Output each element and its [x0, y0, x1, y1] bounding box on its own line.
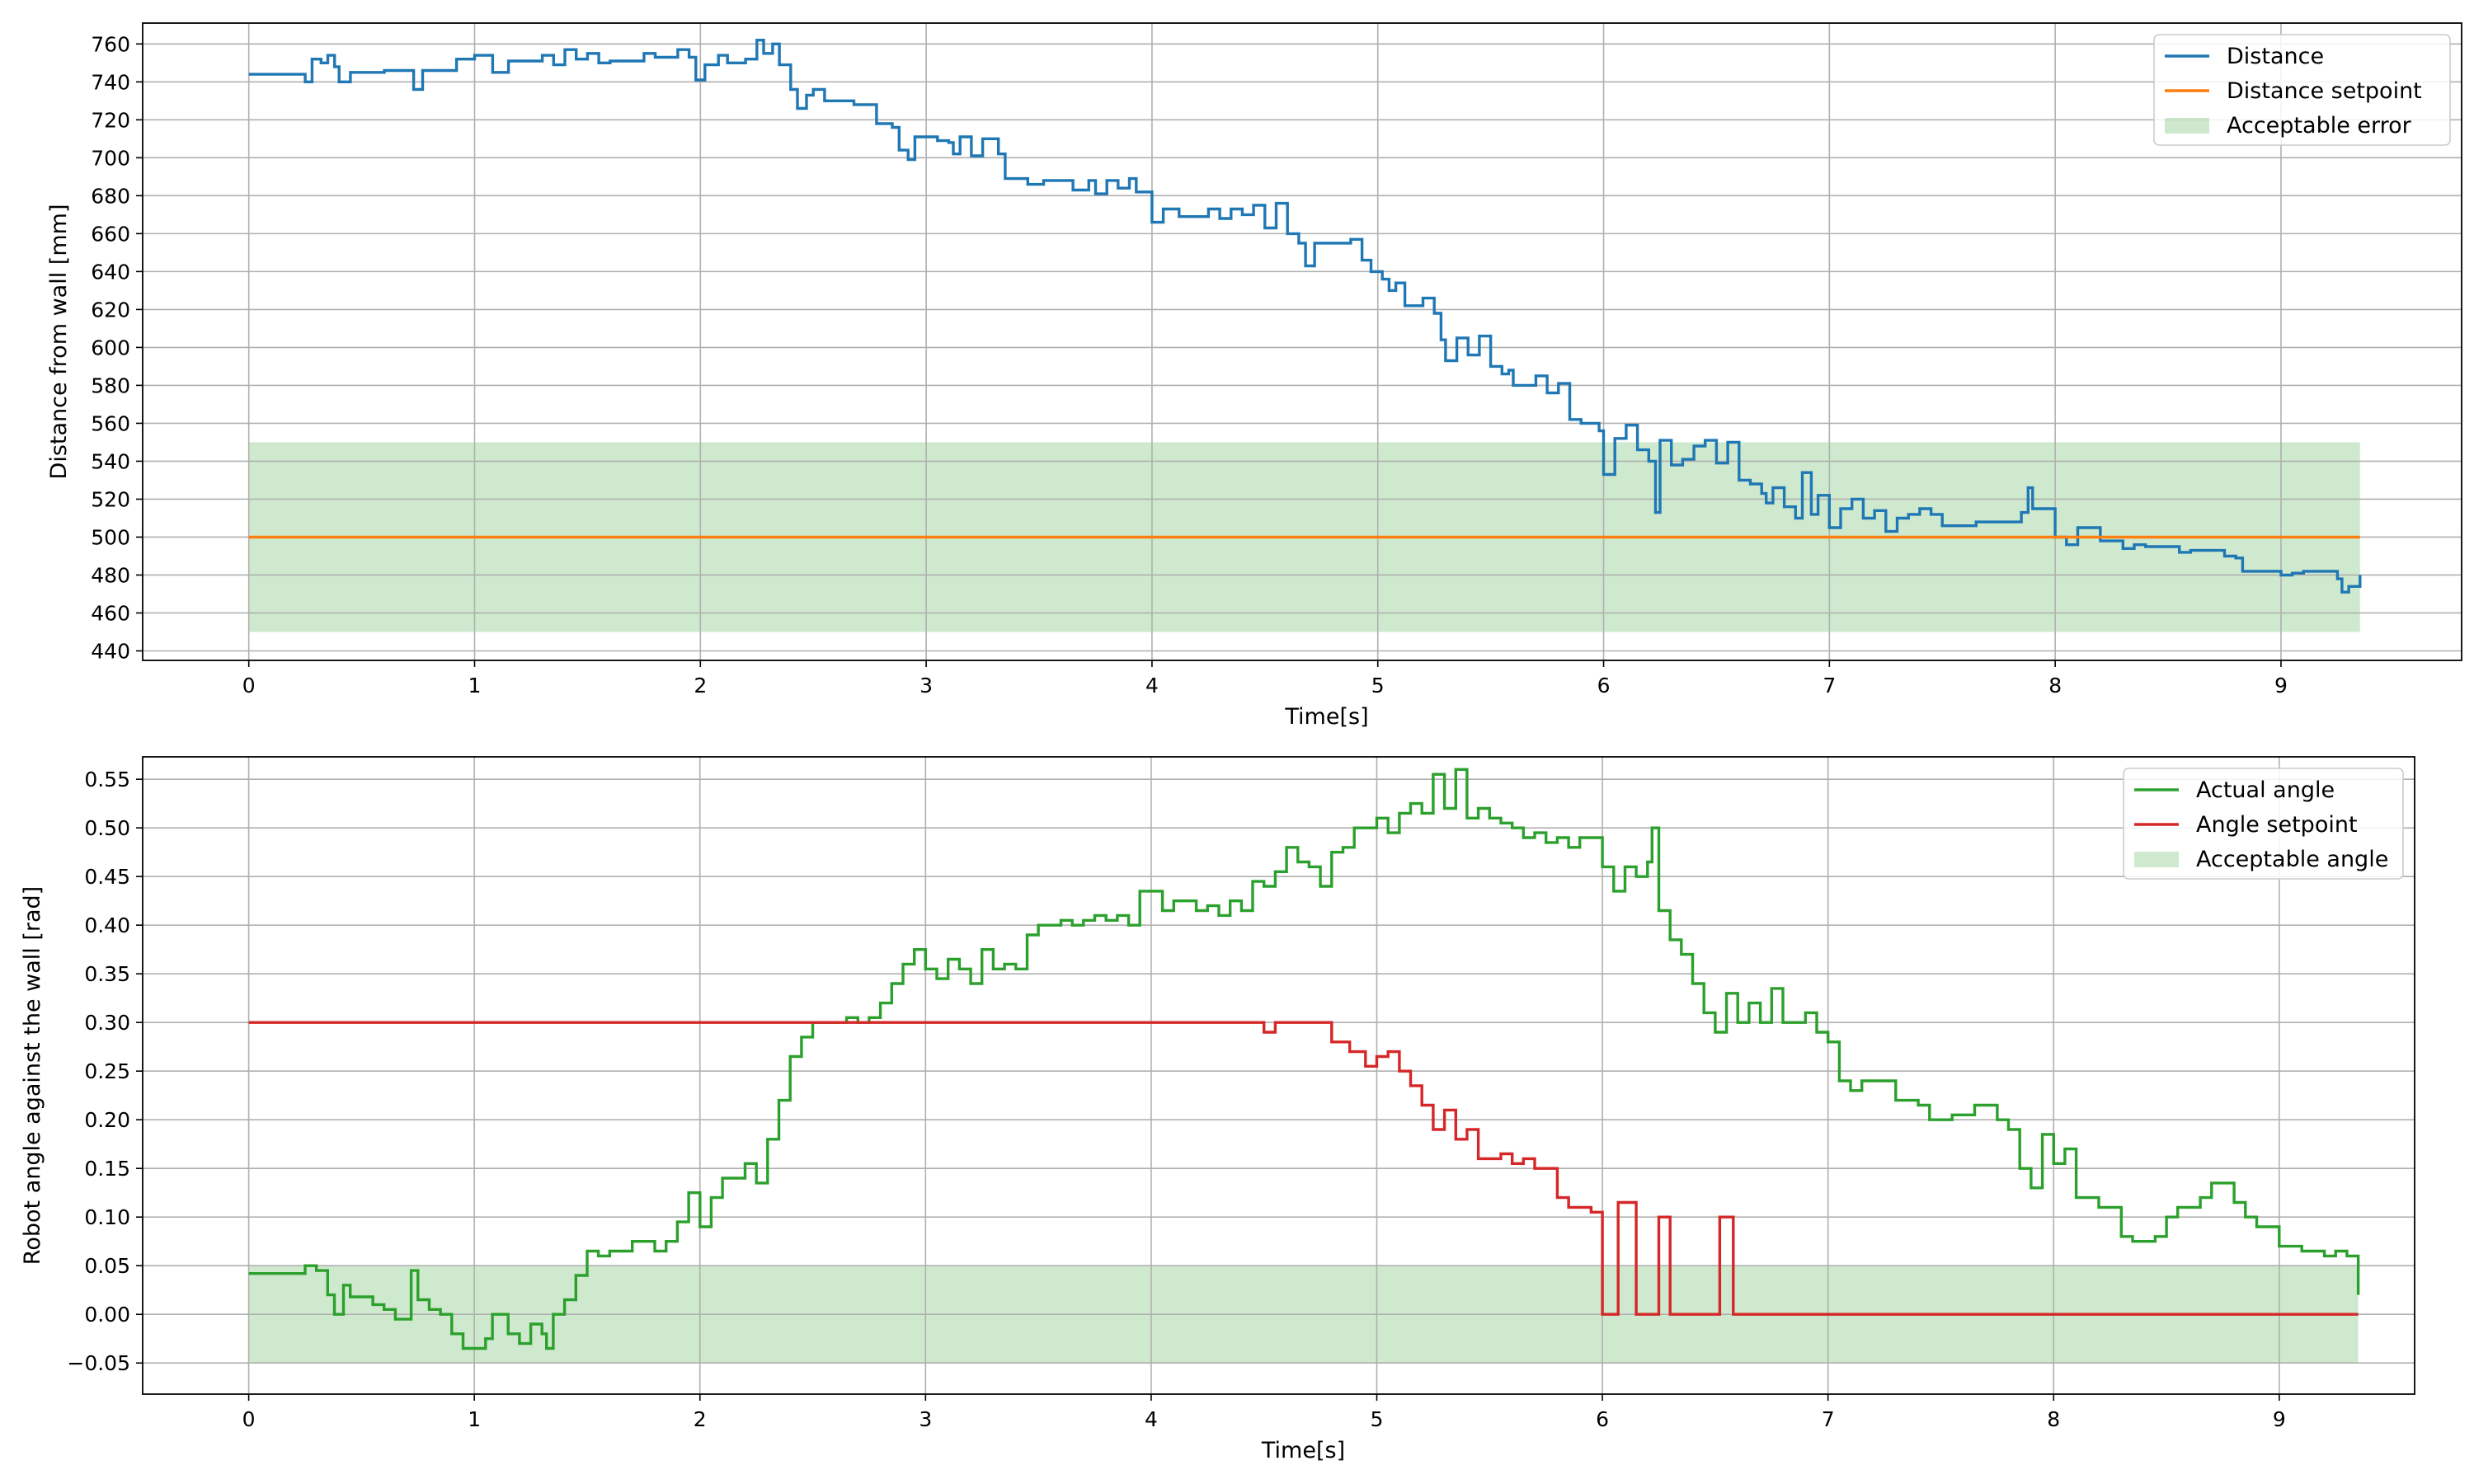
y-tick-label: 600	[91, 336, 130, 359]
x-tick-label: 7	[1822, 1407, 1835, 1431]
plot-frame	[142, 756, 2415, 1395]
y-tick-label: 460	[91, 601, 130, 625]
y-tick-label: 440	[91, 639, 130, 663]
x-tick-label: 9	[2274, 674, 2288, 697]
x-tick-label: 3	[920, 674, 933, 697]
x-tick-label: 1	[468, 1407, 481, 1431]
y-tick-label: 640	[91, 260, 130, 284]
y-axis-label: Distance from wall [mm]	[46, 204, 72, 480]
y-tick-label: 700	[91, 146, 130, 170]
legend-box	[2123, 768, 2404, 880]
x-tick-label: 2	[694, 674, 707, 697]
y-tick-label: 620	[91, 298, 130, 322]
y-tick-label: 580	[91, 373, 130, 397]
y-tick-label: 0.55	[84, 768, 130, 791]
x-tick-label: 3	[919, 1407, 932, 1431]
y-tick-label: 0.20	[84, 1108, 130, 1132]
x-tick-label: 8	[2047, 1407, 2060, 1431]
y-tick-label: 520	[91, 487, 130, 511]
y-tick-label: 500	[91, 525, 130, 549]
x-tick-label: 6	[1596, 1407, 1609, 1431]
series-line-distance	[248, 39, 2362, 594]
y-tick-label: 0.40	[84, 913, 130, 937]
y-tick-label: 560	[91, 411, 130, 435]
x-tick-label: 1	[468, 674, 482, 697]
top-chart-panel: 0 1 2 3 4 5 6 7 8 9 440 460 480 500 520 540 560 580 600 620…	[46, 22, 2462, 730]
legend-swatch-patch	[2134, 852, 2179, 867]
series-group	[248, 768, 2360, 1350]
legend-label: Acceptable error	[2227, 113, 2412, 139]
y-tick-label: 0.05	[84, 1254, 130, 1278]
y-tick-label: 540	[91, 449, 130, 473]
y-tick-label: 0.45	[84, 865, 130, 889]
y-tick-label: 660	[91, 222, 130, 246]
x-tick-label: 9	[2273, 1407, 2286, 1431]
x-tick-label: 4	[1145, 1407, 1158, 1431]
series-line-angle-setpoint	[248, 1021, 2359, 1316]
legend-label: Acceptable angle	[2196, 847, 2388, 872]
y-tick-label: 0.25	[84, 1059, 130, 1083]
y-tick-label: 0.30	[84, 1011, 130, 1035]
x-tick-label: 6	[1597, 674, 1611, 697]
y-tick-label: −0.05	[67, 1351, 130, 1375]
y-tick-label: 0.00	[84, 1303, 130, 1327]
x-tick-label: 2	[694, 1407, 707, 1431]
y-tick-label: 680	[91, 184, 130, 208]
legend-label: Distance setpoint	[2227, 78, 2422, 104]
legend: Distance Distance setpoint Acceptable erro…	[2153, 34, 2451, 146]
x-tick-label: 5	[1371, 1407, 1384, 1431]
series-group	[248, 39, 2362, 594]
x-tick-label: 5	[1371, 674, 1385, 697]
y-tick-label: 740	[91, 70, 130, 94]
legend-swatch-patch	[2165, 118, 2209, 134]
series-line-actual-angle	[248, 768, 2360, 1350]
x-tick-label: 8	[2048, 674, 2062, 697]
y-axis-label: Robot angle against the wall [rad]	[20, 886, 45, 1265]
x-tick-label: 0	[242, 1407, 256, 1431]
y-tick-label: 720	[91, 108, 130, 132]
y-tick-label: 480	[91, 563, 130, 587]
y-tick-label: 0.15	[84, 1157, 130, 1181]
x-axis-label: Time[s]	[1261, 1438, 1345, 1463]
x-tick-label: 7	[1823, 674, 1836, 697]
legend-label: Distance	[2227, 44, 2324, 69]
legend: Actual angle Angle setpoint Acceptable ang…	[2123, 768, 2404, 880]
legend-label: Angle setpoint	[2196, 812, 2358, 838]
y-tick-label: 0.35	[84, 962, 130, 986]
y-tick-label: 760	[91, 32, 130, 56]
x-axis-label: Time[s]	[1284, 704, 1368, 730]
legend-box	[2153, 34, 2451, 146]
legend-label: Actual angle	[2196, 777, 2335, 803]
y-tick-label: 0.50	[84, 816, 130, 840]
y-tick-label: 0.10	[84, 1205, 130, 1229]
x-tick-label: 4	[1145, 674, 1159, 697]
x-tick-label: 0	[242, 674, 256, 697]
plot-frame	[142, 22, 2462, 661]
bottom-chart-panel: 0 1 2 3 4 5 6 7 8 9 −0.05 0.00 0.05 0.10 0.15 0.20 0.25 0…	[20, 756, 2415, 1463]
